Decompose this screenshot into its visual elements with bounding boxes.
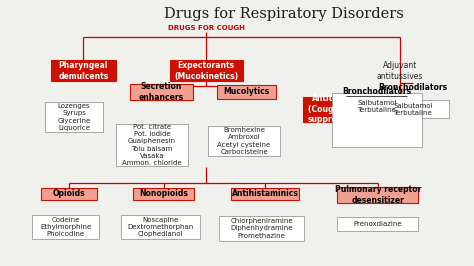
FancyBboxPatch shape [32, 215, 100, 239]
FancyBboxPatch shape [303, 97, 374, 122]
Text: Expectorants
(Mucokinetics): Expectorants (Mucokinetics) [174, 61, 238, 81]
FancyBboxPatch shape [133, 188, 194, 200]
Text: Noscapine
Dextromethorphan
Clophedianol: Noscapine Dextromethorphan Clophedianol [128, 217, 193, 237]
Text: Lozenges
Syrups
Glycerine
Liquorice: Lozenges Syrups Glycerine Liquorice [57, 103, 91, 131]
Text: Opioids: Opioids [53, 189, 85, 198]
Text: Codeine
Ethylmorphine
Pholcodine: Codeine Ethylmorphine Pholcodine [40, 217, 91, 237]
Text: Antitussives
(Cough centre
suppressants): Antitussives (Cough centre suppressants) [308, 94, 369, 124]
FancyBboxPatch shape [170, 60, 243, 81]
Text: Chlorpheniramine
Diphenhydramine
Promethazine: Chlorpheniramine Diphenhydramine Prometh… [230, 218, 293, 239]
Text: Nonopioids: Nonopioids [139, 189, 188, 198]
Text: Bromhexine
Ambroxol
Acetyl cysteine
Carbocisteine: Bromhexine Ambroxol Acetyl cysteine Carb… [218, 127, 271, 155]
Text: Pharyngeal
demulcents: Pharyngeal demulcents [58, 61, 109, 81]
Text: Salbutamol
Terbutaline: Salbutamol Terbutaline [393, 103, 433, 116]
FancyBboxPatch shape [337, 187, 419, 203]
Text: Drugs for Respiratory Disorders: Drugs for Respiratory Disorders [164, 7, 404, 21]
Text: Adjuvant
antitussives: Adjuvant antitussives [377, 61, 423, 81]
Text: Prenoxdiazine: Prenoxdiazine [354, 221, 402, 227]
FancyBboxPatch shape [219, 216, 304, 241]
Text: Antihistaminics: Antihistaminics [232, 189, 299, 198]
FancyBboxPatch shape [217, 85, 276, 99]
FancyBboxPatch shape [377, 100, 449, 118]
FancyBboxPatch shape [45, 102, 103, 132]
FancyBboxPatch shape [41, 188, 97, 200]
FancyBboxPatch shape [121, 215, 200, 239]
FancyBboxPatch shape [116, 124, 188, 166]
Text: DRUGS FOR COUGH: DRUGS FOR COUGH [168, 26, 245, 31]
FancyBboxPatch shape [231, 188, 300, 200]
FancyBboxPatch shape [337, 217, 419, 231]
FancyBboxPatch shape [130, 84, 193, 101]
Text: Pulmonary receptor
desensitizer: Pulmonary receptor desensitizer [335, 185, 421, 205]
Text: Mucolytics: Mucolytics [223, 88, 270, 97]
Text: Bronchodilators: Bronchodilators [342, 88, 411, 97]
Text: Salbutamol
Terbutaline: Salbutamol Terbutaline [357, 100, 397, 113]
FancyBboxPatch shape [332, 93, 421, 147]
Text: Pot. citrate
Pot. iodide
Guaiphenesin
Tolu balsam
Vasaka
Ammon. chloride: Pot. citrate Pot. iodide Guaiphenesin To… [122, 124, 182, 166]
Text: Bronchodilators: Bronchodilators [378, 83, 447, 92]
FancyBboxPatch shape [51, 60, 116, 81]
FancyBboxPatch shape [208, 126, 280, 156]
Text: Secretion
enhancers: Secretion enhancers [139, 82, 184, 102]
